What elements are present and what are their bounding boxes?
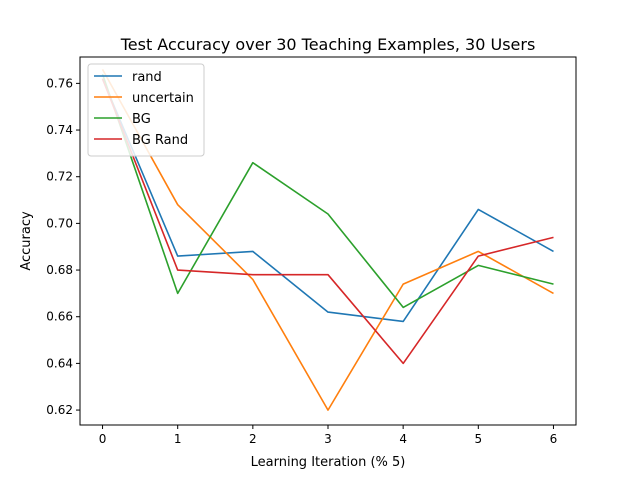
x-axis-ticks: 0 1 2 3 4 5 6 bbox=[99, 425, 558, 446]
legend-label-uncertain: uncertain bbox=[132, 91, 194, 106]
y-tick-label: 0.76 bbox=[46, 76, 73, 90]
x-tick-label: 3 bbox=[324, 432, 332, 446]
x-axis-label: Learning Iteration (% 5) bbox=[251, 455, 406, 470]
series-line-uncertain bbox=[101, 69, 554, 411]
series-line-bg-rand bbox=[101, 78, 554, 365]
x-tick-label: 4 bbox=[399, 432, 407, 446]
legend-label-rand: rand bbox=[132, 70, 162, 85]
y-tick-label: 0.62 bbox=[46, 403, 73, 417]
y-tick-label: 0.74 bbox=[46, 123, 73, 137]
x-tick-label: 0 bbox=[99, 432, 107, 446]
series-line-bg bbox=[101, 73, 554, 309]
y-tick-label: 0.68 bbox=[46, 263, 73, 277]
y-tick-label: 0.64 bbox=[46, 356, 73, 370]
chart-title: Test Accuracy over 30 Teaching Examples,… bbox=[120, 35, 536, 54]
series-line-rand bbox=[101, 78, 554, 323]
x-tick-label: 6 bbox=[550, 432, 558, 446]
y-tick-label: 0.72 bbox=[46, 170, 73, 184]
y-axis-label: Accuracy bbox=[19, 211, 34, 271]
x-tick-label: 5 bbox=[474, 432, 482, 446]
y-tick-label: 0.70 bbox=[46, 216, 73, 230]
series-layer bbox=[101, 69, 554, 411]
y-axis-ticks: 0.62 0.64 0.66 0.68 0.70 0.72 0.74 0.76 bbox=[46, 76, 80, 417]
x-tick-label: 2 bbox=[249, 432, 257, 446]
legend-label-bg: BG bbox=[132, 112, 151, 127]
x-tick-label: 1 bbox=[174, 432, 182, 446]
legend: rand uncertain BG BG Rand bbox=[87, 63, 205, 157]
legend-box bbox=[87, 63, 205, 157]
y-tick-label: 0.66 bbox=[46, 310, 73, 324]
legend-label-bg-rand: BG Rand bbox=[132, 133, 188, 148]
